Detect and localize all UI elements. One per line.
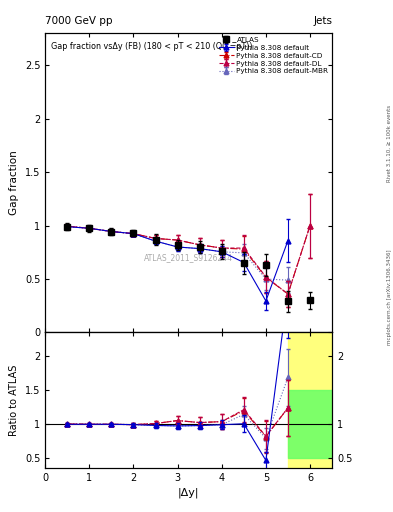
Text: Rivet 3.1.10, ≥ 100k events: Rivet 3.1.10, ≥ 100k events [387,105,391,182]
Text: 7000 GeV pp: 7000 GeV pp [45,15,113,26]
Text: Gap fraction vsΔy (FB) (180 < pT < 210 (Q0 =̅pT)): Gap fraction vsΔy (FB) (180 < pT < 210 (… [51,42,252,51]
Text: ATLAS_2011_S9126244: ATLAS_2011_S9126244 [144,253,233,262]
Y-axis label: Gap fraction: Gap fraction [9,151,19,215]
Bar [288,332,332,468]
Text: Jets: Jets [313,15,332,26]
Text: mcplots.cern.ch [arXiv:1306.3436]: mcplots.cern.ch [arXiv:1306.3436] [387,249,391,345]
Bar [288,390,332,458]
Y-axis label: Ratio to ATLAS: Ratio to ATLAS [9,365,19,436]
X-axis label: |Δy|: |Δy| [178,487,199,498]
Legend: ATLAS, Pythia 8.308 default, Pythia 8.308 default-CD, Pythia 8.308 default-DL, P: ATLAS, Pythia 8.308 default, Pythia 8.30… [218,35,330,76]
